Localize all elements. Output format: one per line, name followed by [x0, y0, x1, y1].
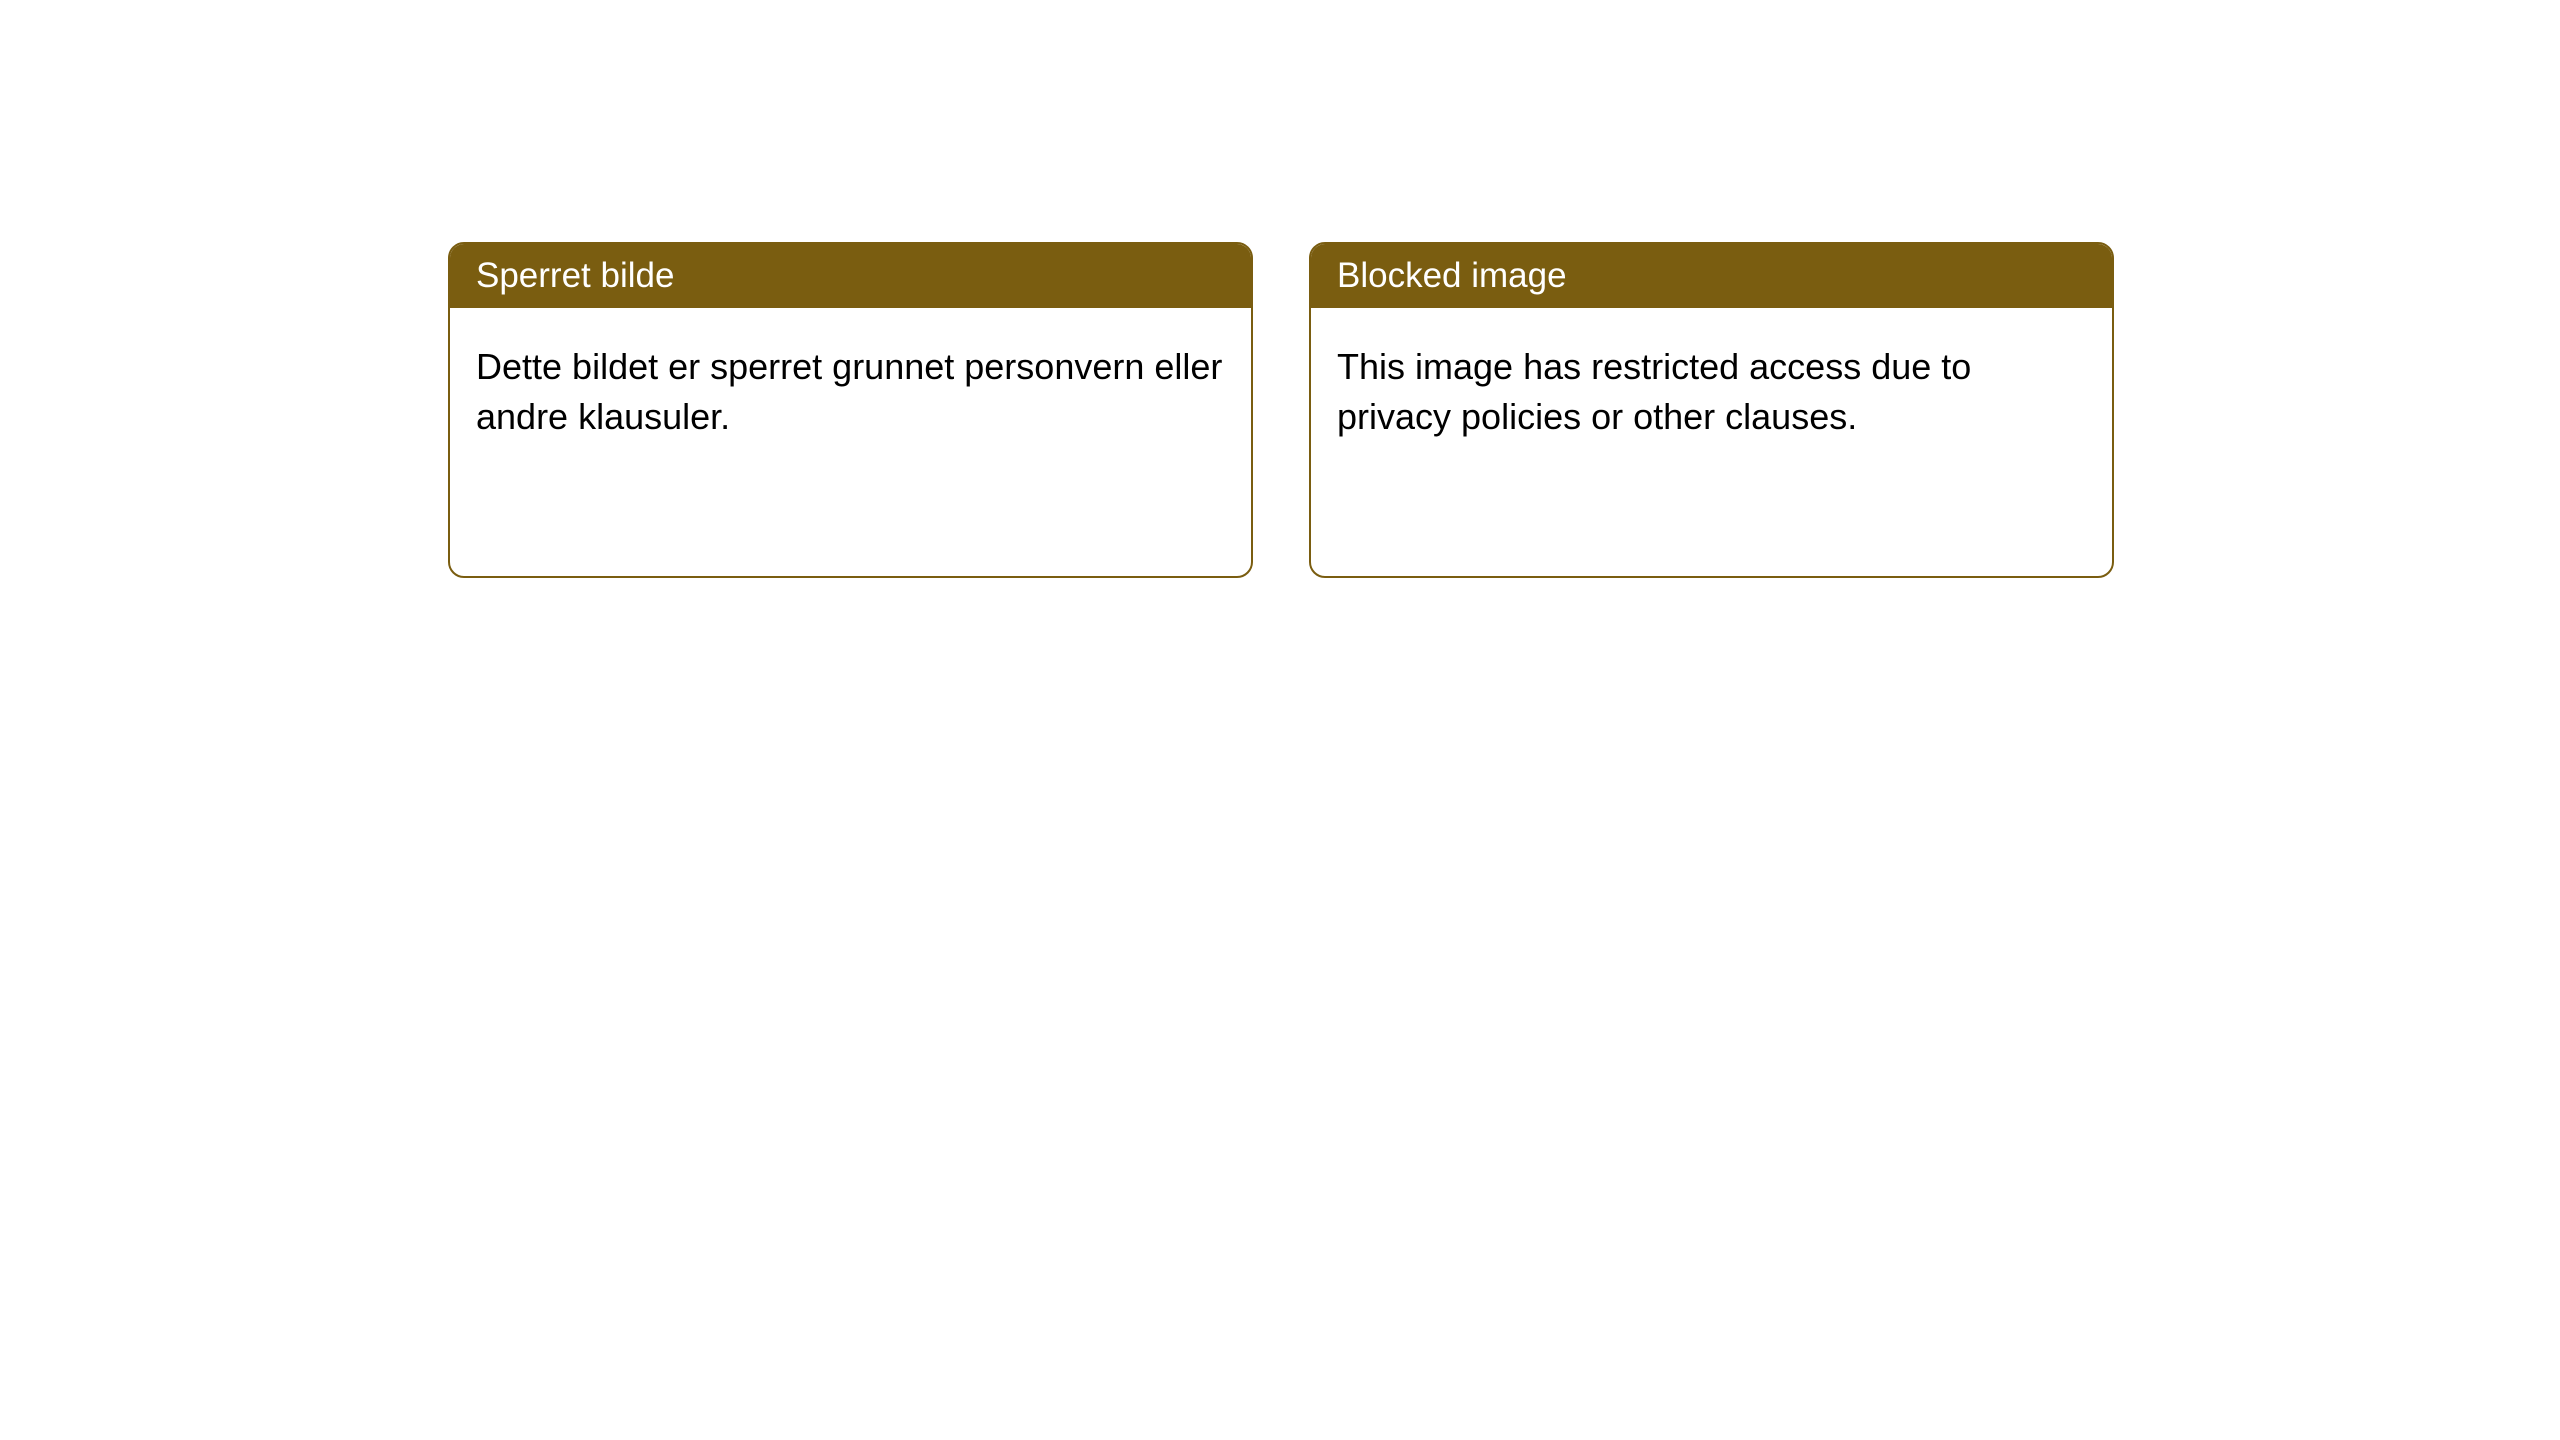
- card-header-english: Blocked image: [1311, 244, 2112, 308]
- blocked-image-card-norwegian: Sperret bilde Dette bildet er sperret gr…: [448, 242, 1253, 578]
- card-text-norwegian: Dette bildet er sperret grunnet personve…: [476, 346, 1222, 437]
- card-text-english: This image has restricted access due to …: [1337, 346, 1971, 437]
- blocked-image-cards: Sperret bilde Dette bildet er sperret gr…: [448, 242, 2114, 578]
- card-header-norwegian: Sperret bilde: [450, 244, 1251, 308]
- card-body-norwegian: Dette bildet er sperret grunnet personve…: [450, 308, 1251, 477]
- card-title-english: Blocked image: [1337, 256, 1567, 295]
- blocked-image-card-english: Blocked image This image has restricted …: [1309, 242, 2114, 578]
- card-body-english: This image has restricted access due to …: [1311, 308, 2112, 477]
- card-title-norwegian: Sperret bilde: [476, 256, 674, 295]
